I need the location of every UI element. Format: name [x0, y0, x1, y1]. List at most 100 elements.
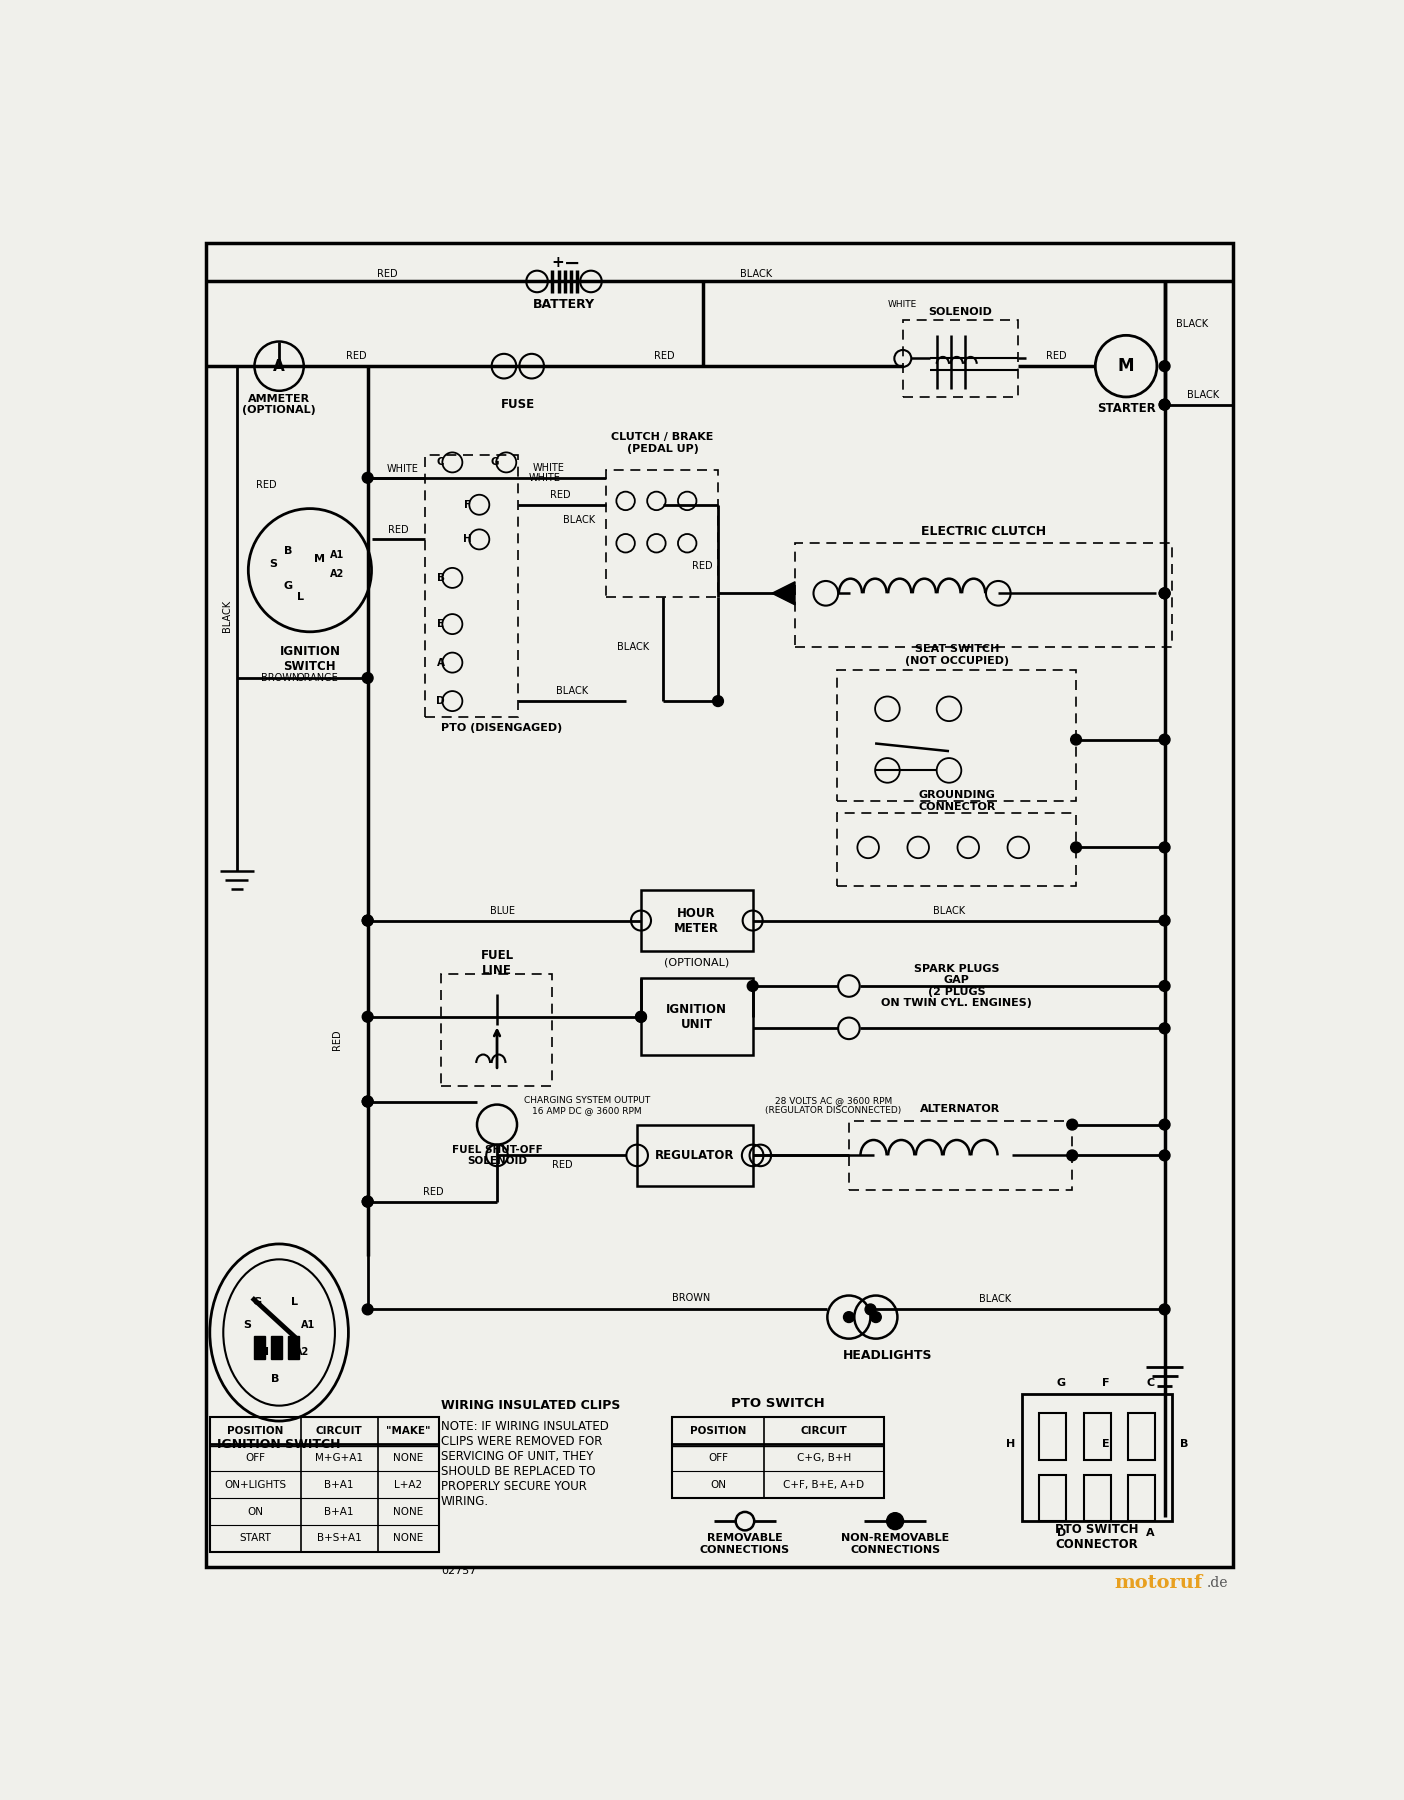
Text: L+A2: L+A2 — [395, 1480, 423, 1490]
Text: B: B — [437, 572, 445, 583]
Bar — [271, 1336, 282, 1359]
Bar — [837, 814, 1075, 886]
Bar — [837, 670, 1075, 801]
Text: E: E — [437, 619, 445, 630]
Bar — [607, 470, 717, 598]
Text: WIRING INSULATED CLIPS: WIRING INSULATED CLIPS — [441, 1399, 621, 1413]
Text: RED: RED — [345, 351, 366, 362]
Circle shape — [362, 1303, 373, 1314]
Circle shape — [1160, 400, 1170, 410]
Text: G: G — [284, 581, 293, 590]
Text: CIRCUIT: CIRCUIT — [800, 1426, 847, 1436]
Text: B: B — [1179, 1440, 1188, 1449]
Text: WHITE: WHITE — [889, 301, 917, 310]
Bar — [254, 1336, 265, 1359]
Text: ELECTRIC CLUTCH: ELECTRIC CLUTCH — [921, 526, 1046, 538]
Circle shape — [1067, 1120, 1078, 1130]
Text: ORANGE: ORANGE — [296, 673, 338, 682]
Text: NOTE: IF WIRING INSULATED
CLIPS WERE REMOVED FOR
SERVICING OF UNIT, THEY
SHOULD : NOTE: IF WIRING INSULATED CLIPS WERE REM… — [441, 1420, 609, 1508]
Circle shape — [362, 472, 373, 482]
Text: PTO (DISENGAGED): PTO (DISENGAGED) — [441, 724, 562, 733]
Text: H: H — [1007, 1440, 1015, 1449]
Text: BROWN: BROWN — [673, 1292, 710, 1303]
Circle shape — [870, 1312, 882, 1323]
Bar — [903, 320, 1018, 398]
Circle shape — [362, 1197, 373, 1208]
Text: FUSE: FUSE — [501, 398, 535, 410]
Text: POSITION: POSITION — [689, 1426, 746, 1436]
Bar — [795, 544, 1172, 648]
Text: REGULATOR: REGULATOR — [656, 1148, 734, 1163]
Bar — [849, 1121, 1073, 1190]
Text: 02757: 02757 — [441, 1566, 476, 1577]
Text: B+A1: B+A1 — [324, 1480, 354, 1490]
Bar — [637, 1125, 753, 1186]
Text: RED: RED — [388, 526, 409, 535]
Circle shape — [362, 673, 373, 684]
Circle shape — [1160, 360, 1170, 371]
Text: RED: RED — [331, 1030, 341, 1049]
Text: START: START — [239, 1534, 271, 1543]
Text: RED: RED — [550, 490, 570, 500]
Bar — [1129, 1413, 1155, 1460]
Text: G: G — [490, 457, 498, 468]
Circle shape — [636, 1012, 646, 1022]
Text: BATTERY: BATTERY — [534, 299, 595, 311]
Circle shape — [844, 1312, 854, 1323]
Text: A: A — [437, 657, 445, 668]
Text: A: A — [1147, 1528, 1155, 1537]
Bar — [441, 974, 552, 1085]
Circle shape — [1160, 842, 1170, 853]
Text: BLACK: BLACK — [618, 643, 650, 652]
Text: BLACK: BLACK — [979, 1294, 1011, 1305]
Text: IGNITION
UNIT: IGNITION UNIT — [665, 1003, 727, 1031]
Circle shape — [362, 1096, 373, 1107]
Text: ON: ON — [710, 1480, 726, 1490]
Circle shape — [362, 1197, 373, 1208]
Text: D: D — [437, 697, 445, 706]
Circle shape — [713, 697, 723, 706]
Text: BLUE: BLUE — [490, 905, 515, 916]
Text: CIRCUIT: CIRCUIT — [316, 1426, 362, 1436]
Text: S: S — [243, 1319, 251, 1330]
Text: M: M — [313, 554, 324, 563]
Polygon shape — [772, 581, 795, 605]
Text: A2: A2 — [295, 1346, 309, 1357]
Bar — [1022, 1393, 1172, 1521]
Text: FUEL SHUT-OFF
SOLENOID: FUEL SHUT-OFF SOLENOID — [452, 1145, 542, 1166]
Bar — [1084, 1474, 1111, 1521]
Text: BROWN: BROWN — [261, 673, 299, 682]
Circle shape — [636, 1012, 646, 1022]
Bar — [1084, 1413, 1111, 1460]
Text: RED: RED — [423, 1186, 444, 1197]
Text: PTO SWITCH
CONNECTOR: PTO SWITCH CONNECTOR — [1054, 1523, 1139, 1550]
Text: NONE: NONE — [393, 1453, 424, 1463]
Text: BLACK: BLACK — [563, 515, 595, 526]
Circle shape — [362, 1012, 373, 1022]
Text: D: D — [1057, 1528, 1066, 1537]
Text: L: L — [291, 1296, 298, 1307]
Circle shape — [1160, 400, 1170, 410]
Text: RED: RED — [1046, 351, 1067, 362]
Text: G: G — [1057, 1377, 1066, 1388]
Text: GROUNDING
CONNECTOR: GROUNDING CONNECTOR — [918, 790, 995, 812]
Text: "MAKE": "MAKE" — [386, 1426, 431, 1436]
Text: M: M — [1118, 356, 1134, 374]
Text: RED: RED — [552, 1161, 573, 1170]
Text: M+G+A1: M+G+A1 — [314, 1453, 364, 1463]
Circle shape — [747, 981, 758, 992]
Bar — [642, 889, 753, 952]
Circle shape — [1160, 1303, 1170, 1314]
Bar — [1129, 1474, 1155, 1521]
Text: BLACK: BLACK — [1186, 389, 1219, 400]
Circle shape — [362, 1096, 373, 1107]
Bar — [671, 1417, 883, 1498]
Text: H: H — [463, 535, 472, 544]
Text: BLACK: BLACK — [222, 601, 232, 632]
Circle shape — [1071, 842, 1081, 853]
Text: RED: RED — [692, 562, 713, 571]
Circle shape — [1160, 734, 1170, 745]
Circle shape — [887, 1512, 904, 1530]
Text: motoruf: motoruf — [1115, 1573, 1203, 1591]
Text: CLUTCH / BRAKE
(PEDAL UP): CLUTCH / BRAKE (PEDAL UP) — [611, 432, 713, 454]
